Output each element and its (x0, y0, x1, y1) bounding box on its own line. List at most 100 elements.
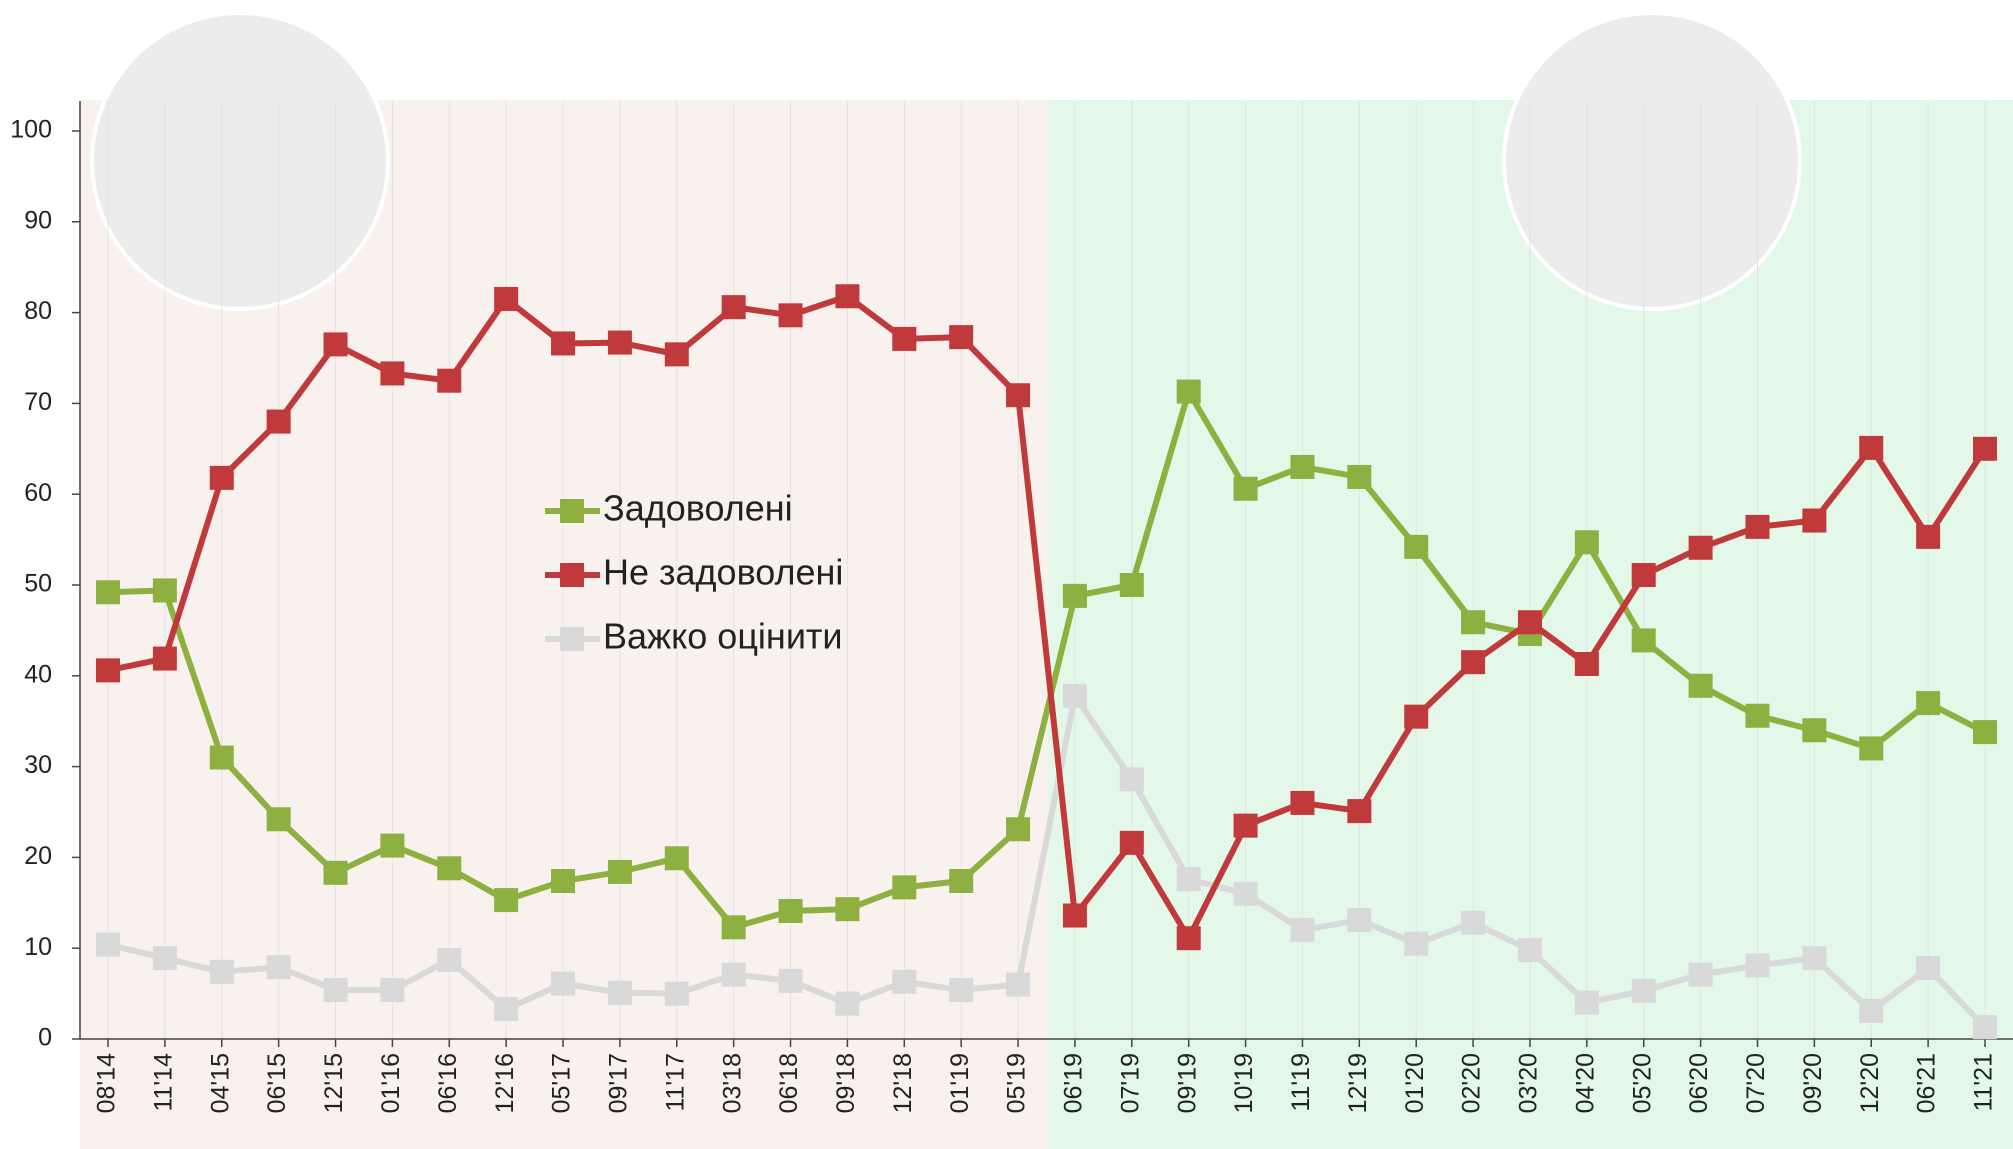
point (607, 330, 632, 355)
point (1062, 683, 1087, 708)
point (1859, 435, 1884, 460)
point (494, 997, 519, 1022)
point (1233, 813, 1258, 838)
point (1802, 946, 1827, 971)
point (835, 991, 860, 1016)
point (1176, 926, 1201, 951)
point (1574, 530, 1599, 555)
point (664, 342, 689, 367)
point (721, 915, 746, 940)
point (778, 898, 803, 923)
point (266, 955, 291, 980)
x-tick-label: 08'14 (93, 1053, 121, 1113)
legend-marker (560, 563, 584, 587)
y-tick-label: 10 (24, 933, 52, 961)
point (96, 932, 120, 957)
y-tick-label: 50 (24, 570, 52, 598)
point (437, 368, 462, 393)
point (664, 981, 689, 1006)
point (1517, 938, 1542, 963)
point (892, 326, 917, 351)
x-tick-label: 06'21 (1913, 1053, 1941, 1113)
point (1688, 673, 1713, 698)
point (607, 980, 632, 1005)
point (437, 948, 462, 973)
x-tick-label: 06'15 (263, 1053, 291, 1113)
legend-label: Важко оцінити (603, 616, 843, 657)
point (1631, 628, 1656, 653)
point (1745, 514, 1770, 539)
point (1517, 610, 1542, 635)
x-tick-label: 06'18 (775, 1053, 803, 1113)
x-tick-label: 12'18 (889, 1053, 917, 1113)
x-tick-label: 03'18 (718, 1053, 746, 1113)
point (1574, 990, 1599, 1015)
point (266, 807, 291, 832)
x-tick-label: 09'17 (605, 1053, 633, 1113)
series-line (107, 388, 1987, 931)
point (892, 875, 917, 900)
point (721, 962, 746, 987)
x-tick-label: 05'19 (1003, 1053, 1031, 1113)
x-tick-label: 02'20 (1458, 1053, 1486, 1113)
point (1404, 704, 1429, 729)
y-tick-label: 30 (24, 751, 52, 779)
point (1119, 830, 1144, 855)
x-tick-label: 01'19 (946, 1053, 974, 1113)
x-tick-label: 07'20 (1742, 1053, 1770, 1113)
x-tick-label: 11'17 (661, 1053, 689, 1112)
point (1404, 534, 1429, 559)
point (96, 580, 120, 605)
point (1404, 931, 1429, 956)
x-tick-label: 03'20 (1515, 1053, 1543, 1113)
point (323, 860, 348, 885)
point (949, 977, 974, 1002)
point (1745, 703, 1770, 728)
y-tick-label: 90 (24, 206, 52, 234)
point (209, 465, 234, 490)
point (437, 856, 462, 881)
x-tick-label: 04'20 (1571, 1053, 1599, 1113)
x-tick-label: 07'19 (1116, 1053, 1144, 1113)
point (1233, 881, 1258, 906)
point (380, 833, 405, 858)
point (949, 325, 974, 350)
point (152, 946, 177, 971)
point (1688, 535, 1713, 560)
x-tick-label: 12'20 (1856, 1053, 1884, 1113)
x-tick-label: 12'16 (491, 1053, 519, 1113)
point (1461, 910, 1486, 935)
point (1916, 691, 1941, 716)
point (1916, 524, 1941, 549)
point (380, 977, 405, 1002)
y-tick-label: 40 (24, 660, 52, 688)
x-tick-label: 01'20 (1401, 1053, 1429, 1113)
point (1062, 903, 1087, 928)
series-line (107, 293, 1988, 942)
x-tick-label: 05'17 (548, 1053, 576, 1113)
point (1574, 651, 1599, 676)
point (1461, 610, 1486, 635)
x-tick-label: 11'21 (1970, 1053, 1998, 1112)
point (152, 578, 177, 603)
point (1347, 908, 1372, 933)
y-tick-label: 80 (24, 297, 52, 325)
point (551, 971, 576, 996)
point (1176, 379, 1201, 404)
point (1290, 918, 1315, 943)
point (323, 977, 348, 1002)
point (721, 295, 746, 320)
point (835, 284, 860, 309)
point (778, 303, 803, 328)
x-tick-label: 11'14 (149, 1053, 177, 1112)
point (1290, 454, 1315, 479)
point (209, 745, 234, 770)
point (1745, 953, 1770, 978)
point (1006, 817, 1031, 842)
legend-label: Не задоволені (603, 552, 843, 593)
point (1631, 563, 1656, 588)
x-tick-label: 06'20 (1685, 1053, 1713, 1113)
x-tick-label: 11'19 (1287, 1053, 1315, 1112)
y-tick-label: 0 (38, 1024, 52, 1052)
